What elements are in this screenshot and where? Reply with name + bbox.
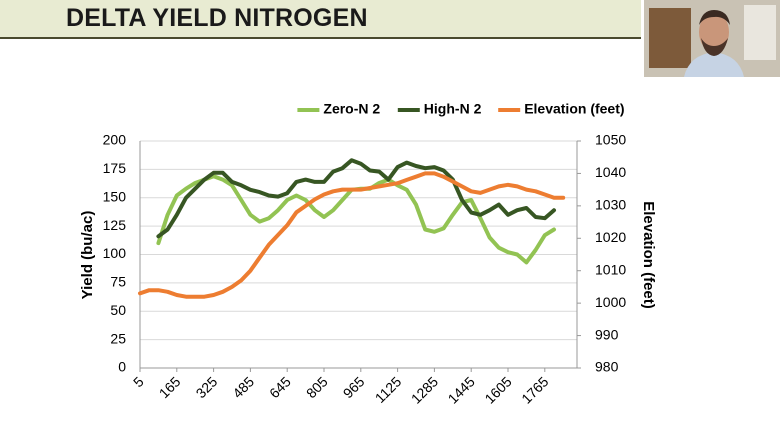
face [699,12,729,52]
x-tick-label: 1605 [481,373,514,406]
y-tick-label: 150 [103,188,127,204]
y-tick-label: 200 [103,132,127,148]
y-tick-label: 125 [103,217,127,233]
y-tick-label: 100 [103,245,127,261]
legend-label: Zero-N 2 [323,101,380,117]
y2-tick-label: 1040 [595,164,626,180]
y2-tick-label: 980 [595,359,619,375]
y2-tick-label: 1020 [595,229,626,245]
y-tick-label: 75 [110,274,126,290]
slide-title: DELTA YIELD NITROGEN [66,4,368,32]
x-tick-label: 325 [193,373,221,401]
y-tick-label: 0 [118,359,126,375]
x-tick-label: 805 [303,373,331,401]
beard [701,38,728,56]
x-tick-label: 5 [130,373,147,390]
x-tick-label: 645 [266,373,294,401]
x-tick-label: 1445 [445,373,478,406]
bookshelf [649,8,691,68]
y2-tick-label: 1010 [595,261,626,277]
y2-tick-label: 1000 [595,294,626,310]
legend-label: Elevation (feet) [524,101,624,117]
x-tick-label: 165 [156,373,184,401]
x-tick-label: 1765 [518,373,551,406]
x-tick-label: 1125 [372,373,405,406]
y-tick-label: 50 [110,302,126,318]
shirt [684,52,744,77]
wall [744,5,776,60]
slide-header: DELTA YIELD NITROGEN [0,0,641,39]
series-line [138,171,566,299]
x-tick-label: 485 [229,373,257,401]
x-tick-label: 965 [340,373,368,401]
x-tick-label: 1285 [408,373,441,406]
hair [699,10,730,25]
y-tick-label: 25 [110,330,126,346]
y2-tick-label: 1050 [595,132,626,148]
y2-tick-label: 1030 [595,197,626,213]
y-axis-label: Yield (bu/ac) [79,211,96,300]
y2-axis-label: Elevation (feet) [640,201,657,309]
legend-label: High-N 2 [424,101,482,117]
y2-tick-label: 990 [595,326,619,342]
series-line [156,158,556,239]
webcam-feed [644,0,780,77]
y-tick-label: 175 [103,160,127,176]
